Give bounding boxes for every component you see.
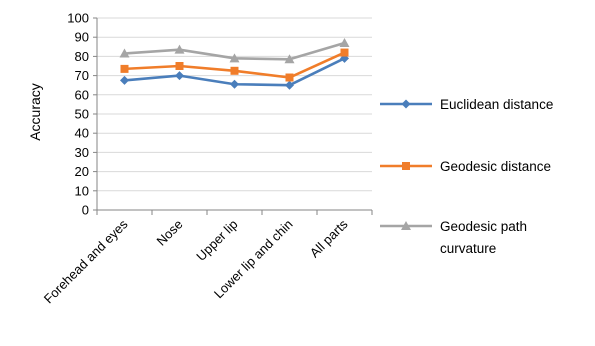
x-tick-label: Nose xyxy=(154,217,186,249)
triangle-marker xyxy=(174,44,185,54)
gridlines xyxy=(97,17,372,192)
y-tick-label: 100 xyxy=(67,11,89,26)
square-marker xyxy=(285,73,294,82)
legend: Euclidean distance Geodesic distance Geode… xyxy=(380,97,553,256)
y-tick-label: 0 xyxy=(82,203,89,218)
legend-label: Geodesic path curvature xyxy=(440,219,527,256)
diamond-marker xyxy=(285,80,294,90)
triangle-marker xyxy=(339,37,350,47)
diamond-marker xyxy=(175,71,184,81)
series-1 xyxy=(120,53,349,90)
legend-label-line: Geodesic distance xyxy=(440,159,551,174)
y-tick-label: 90 xyxy=(75,30,89,45)
triangle-marker xyxy=(401,221,411,230)
square-marker xyxy=(402,162,410,170)
y-tick-label: 70 xyxy=(75,68,89,83)
square-marker xyxy=(120,64,129,73)
x-tick-label: Upper lip xyxy=(193,217,240,264)
diamond-marker xyxy=(230,79,239,89)
triangle-marker xyxy=(119,48,130,58)
square-marker xyxy=(230,66,239,75)
triangle-marker xyxy=(284,54,295,64)
triangle-marker xyxy=(229,53,240,63)
y-tick-label: 20 xyxy=(75,164,89,179)
y-tick-label: 30 xyxy=(75,145,89,160)
y-tick-label: 50 xyxy=(75,107,89,122)
diamond-marker xyxy=(401,99,411,109)
square-marker xyxy=(340,48,349,57)
series-lines xyxy=(119,37,350,90)
legend-label-line: curvature xyxy=(440,241,496,256)
y-tick-label: 10 xyxy=(75,183,89,198)
legend-label-line: Geodesic path xyxy=(440,219,527,234)
legend-label: Geodesic distance xyxy=(440,159,551,174)
y-axis-title: Accuracy xyxy=(27,83,43,141)
x-tick-label: Forehead and eyes xyxy=(41,216,131,306)
y-tick-label: 80 xyxy=(75,49,89,64)
legend-item: Euclidean distance xyxy=(380,97,553,112)
square-marker xyxy=(175,62,184,70)
diamond-marker xyxy=(120,75,129,85)
legend-label: Euclidean distance xyxy=(440,97,553,112)
legend-item: Geodesic distance xyxy=(380,159,551,174)
x-tick-label: All parts xyxy=(307,216,351,260)
y-tick-label: 40 xyxy=(75,126,89,141)
series-3 xyxy=(119,37,350,64)
legend-item: Geodesic path curvature xyxy=(380,219,527,256)
legend-label-line: Euclidean distance xyxy=(440,97,553,112)
y-tick-label: 60 xyxy=(75,87,89,102)
series-2 xyxy=(120,48,349,82)
